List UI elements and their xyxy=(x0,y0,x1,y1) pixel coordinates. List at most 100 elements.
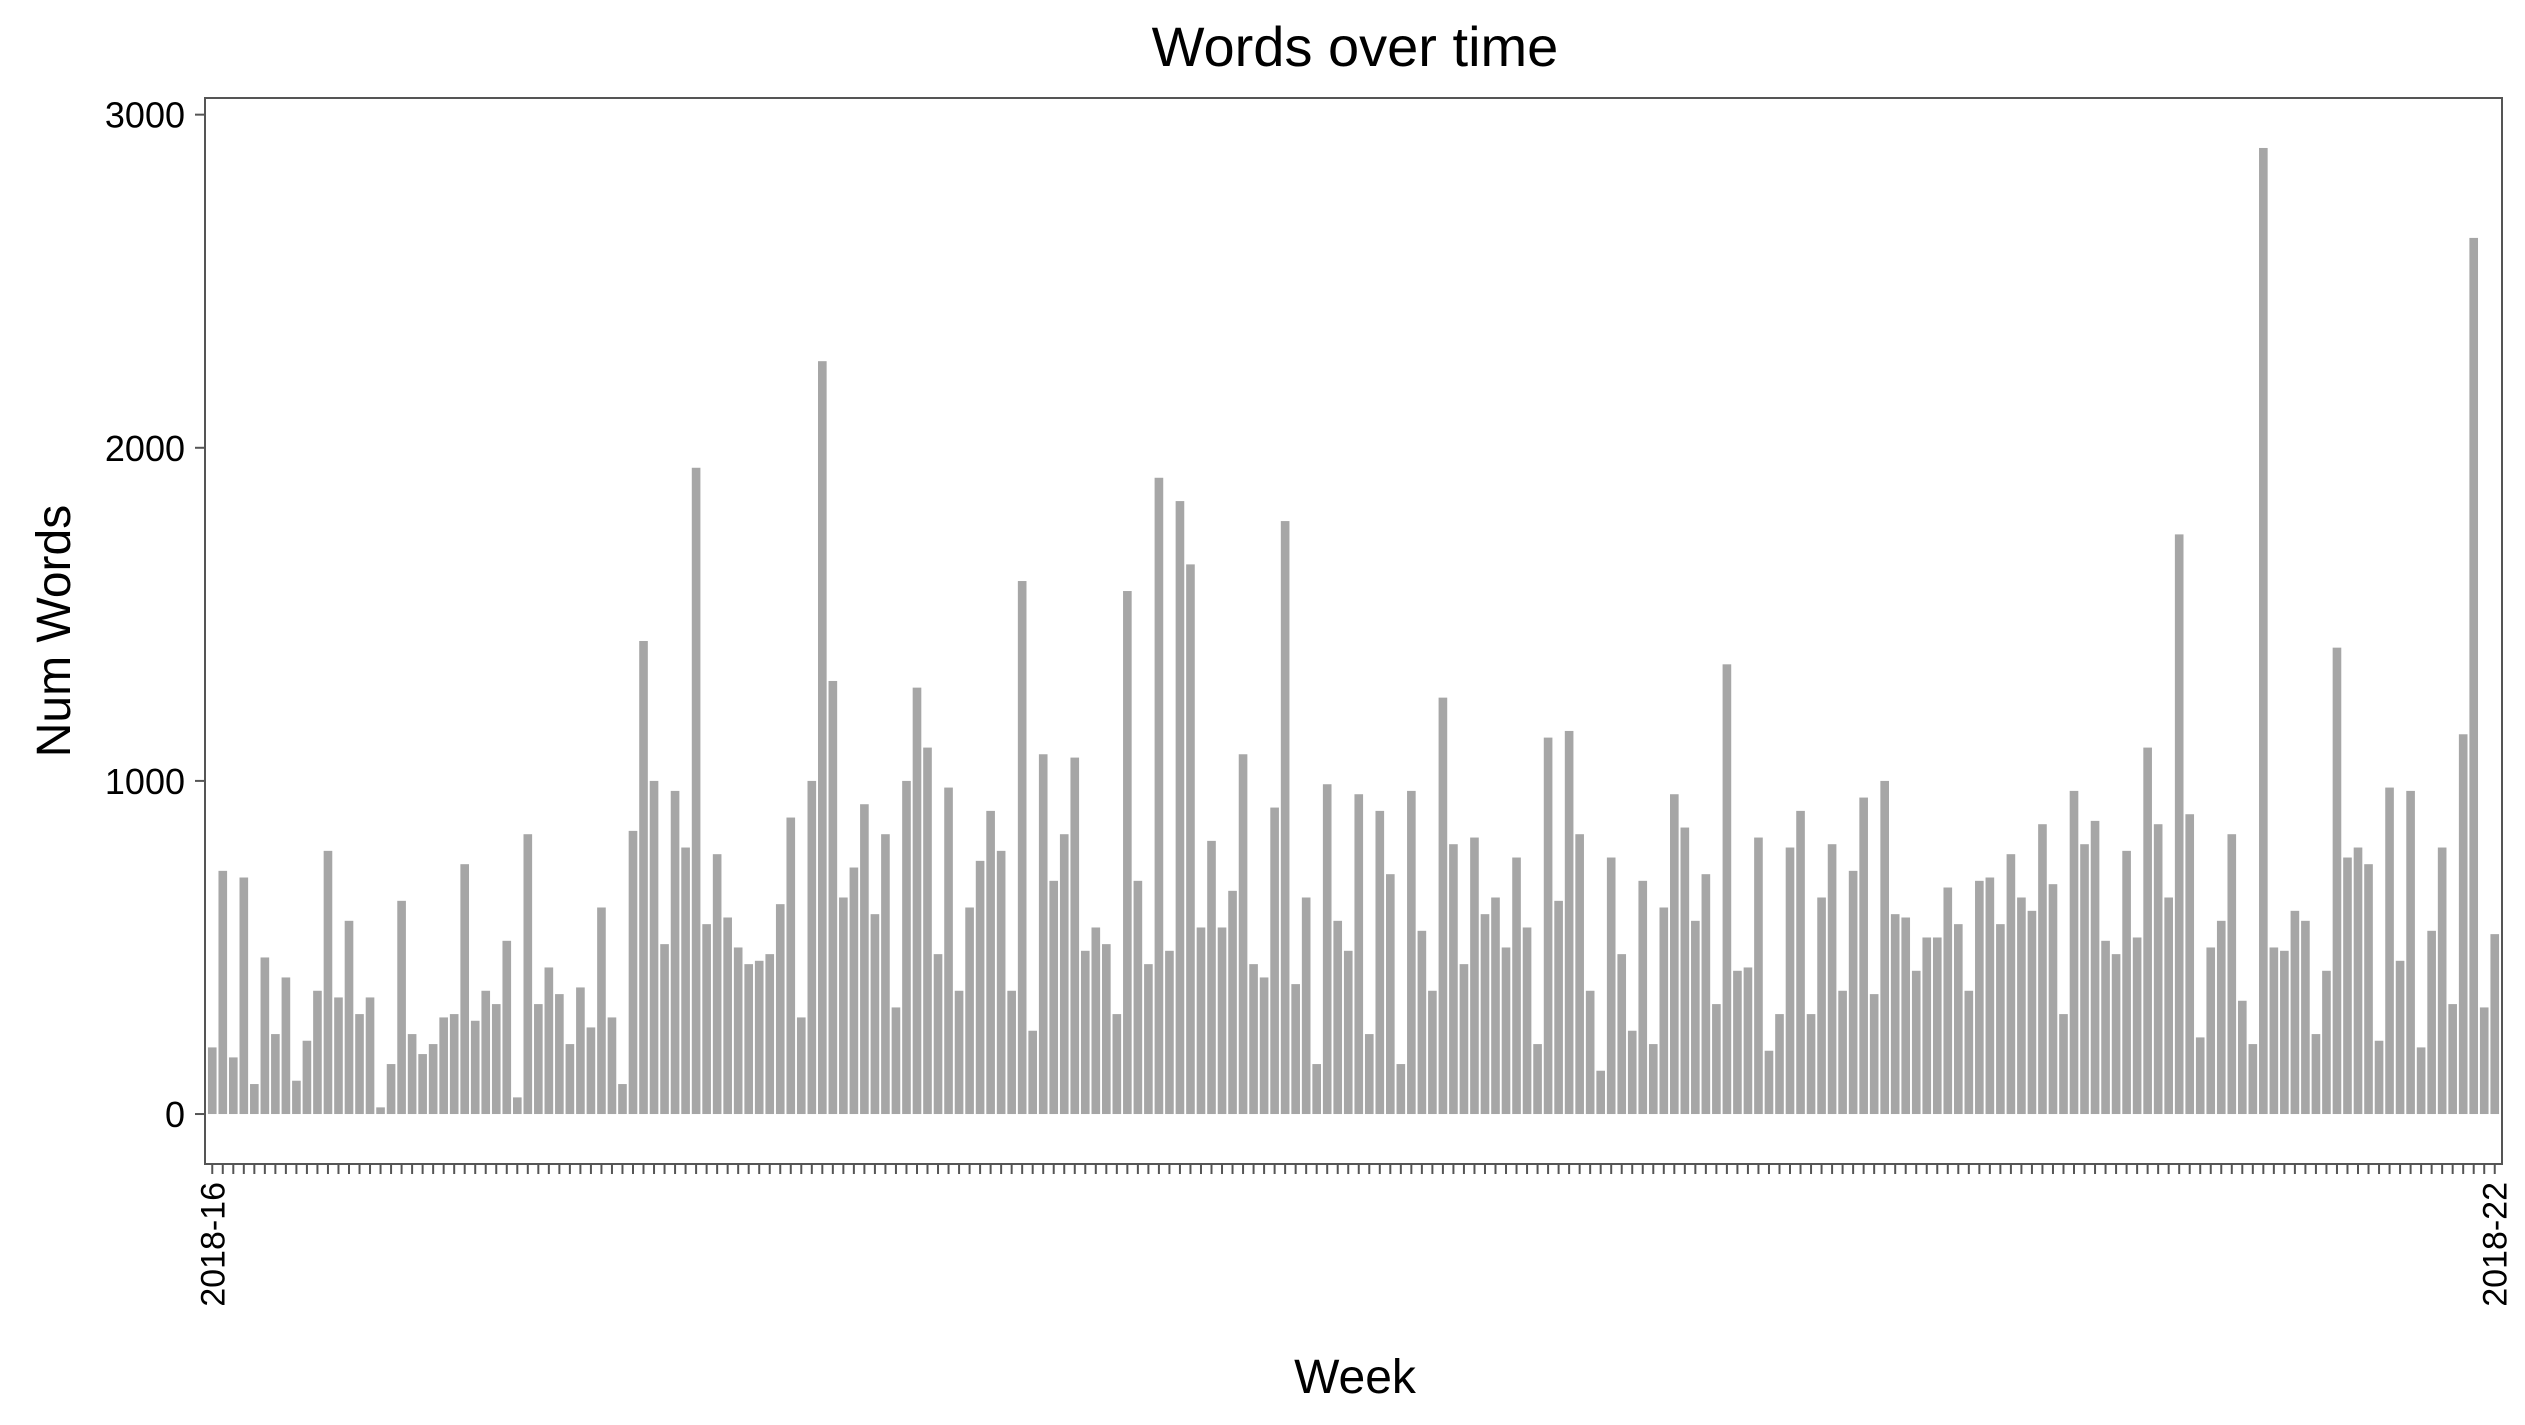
bar xyxy=(944,787,953,1115)
bar xyxy=(1217,927,1227,1115)
bar xyxy=(1985,877,1995,1115)
bar xyxy=(1554,900,1563,1115)
bar xyxy=(1438,697,1448,1115)
bar xyxy=(881,834,890,1115)
bar xyxy=(1691,920,1700,1115)
bar xyxy=(1038,754,1048,1115)
y-tick-label: 0 xyxy=(165,1094,185,1135)
bar xyxy=(1312,1064,1321,1115)
bar xyxy=(2290,910,2300,1115)
bar xyxy=(1911,970,1921,1115)
bar xyxy=(449,1014,459,1115)
bar xyxy=(2479,1007,2489,1115)
bar xyxy=(1953,924,1963,1115)
bar xyxy=(1459,964,1469,1115)
bar xyxy=(1165,950,1174,1115)
bar xyxy=(681,847,690,1115)
bar xyxy=(355,1014,364,1115)
bar xyxy=(376,1107,385,1115)
bar xyxy=(2248,1044,2258,1115)
bar xyxy=(470,1020,480,1115)
bar xyxy=(1175,501,1185,1115)
bar xyxy=(1007,990,1016,1115)
bar xyxy=(1049,880,1059,1115)
bar xyxy=(2490,934,2500,1115)
bar xyxy=(2122,850,2131,1115)
bar xyxy=(1301,897,1311,1115)
bar xyxy=(1238,754,1248,1115)
bar xyxy=(1743,967,1753,1115)
bar xyxy=(2195,1037,2205,1115)
bar xyxy=(1017,581,1027,1115)
bar xyxy=(912,687,922,1115)
bar xyxy=(1428,990,1437,1115)
bar xyxy=(365,997,375,1115)
y-tick-label: 1000 xyxy=(105,761,185,802)
bar xyxy=(839,897,848,1115)
bar xyxy=(1470,837,1479,1115)
bar xyxy=(313,990,322,1115)
x-axis: 2018-16 2018-22 xyxy=(194,1164,2515,1307)
bar xyxy=(1280,521,1290,1115)
bar xyxy=(555,994,564,1115)
bar xyxy=(2216,920,2226,1115)
bar xyxy=(1059,834,1069,1115)
bar xyxy=(397,900,406,1115)
bar xyxy=(1354,794,1364,1115)
bar xyxy=(849,867,859,1115)
bar xyxy=(1922,937,1932,1115)
bar xyxy=(786,817,796,1115)
bar xyxy=(2458,734,2468,1115)
bar xyxy=(607,1017,617,1115)
bar xyxy=(723,917,732,1115)
bar xyxy=(996,850,1006,1115)
bar xyxy=(649,780,659,1115)
bar xyxy=(2048,884,2058,1115)
bar xyxy=(1343,950,1353,1115)
bar xyxy=(1943,887,1953,1115)
bar xyxy=(418,1054,427,1115)
bar xyxy=(1270,807,1279,1115)
bar xyxy=(576,987,585,1115)
bar xyxy=(1827,844,1837,1115)
bar xyxy=(2174,534,2184,1115)
bar xyxy=(954,990,964,1115)
bar xyxy=(1806,1014,1816,1115)
bar xyxy=(407,1034,417,1115)
bar xyxy=(271,1034,280,1115)
bar xyxy=(1386,874,1395,1115)
bar xyxy=(870,914,880,1115)
x-tick-label: 2018-16 xyxy=(194,1182,232,1307)
bar xyxy=(1207,840,1216,1115)
bar xyxy=(1322,784,1332,1115)
bar xyxy=(2364,864,2373,1115)
bar xyxy=(1196,927,1206,1115)
bar xyxy=(2090,820,2100,1115)
bar xyxy=(2059,1014,2068,1115)
bar xyxy=(1543,737,1553,1115)
bar xyxy=(1449,844,1458,1115)
bar xyxy=(1617,954,1627,1115)
bar xyxy=(2437,847,2447,1115)
bar xyxy=(1564,730,1574,1115)
bar xyxy=(691,467,701,1115)
bar xyxy=(565,1044,575,1115)
bar xyxy=(523,834,533,1115)
bar xyxy=(1996,924,2005,1115)
bar xyxy=(660,944,669,1115)
bar xyxy=(628,830,638,1115)
bar xyxy=(1417,930,1427,1115)
bar xyxy=(2111,954,2121,1115)
bar xyxy=(2038,824,2047,1115)
bar xyxy=(597,907,606,1115)
bar xyxy=(544,967,554,1115)
bar xyxy=(828,680,838,1115)
bar xyxy=(1890,914,1900,1115)
bar xyxy=(933,954,943,1115)
bar xyxy=(1533,1044,1542,1115)
bar xyxy=(2301,920,2310,1115)
bar xyxy=(1638,880,1648,1115)
bar xyxy=(1291,984,1300,1115)
bar xyxy=(1375,810,1385,1115)
